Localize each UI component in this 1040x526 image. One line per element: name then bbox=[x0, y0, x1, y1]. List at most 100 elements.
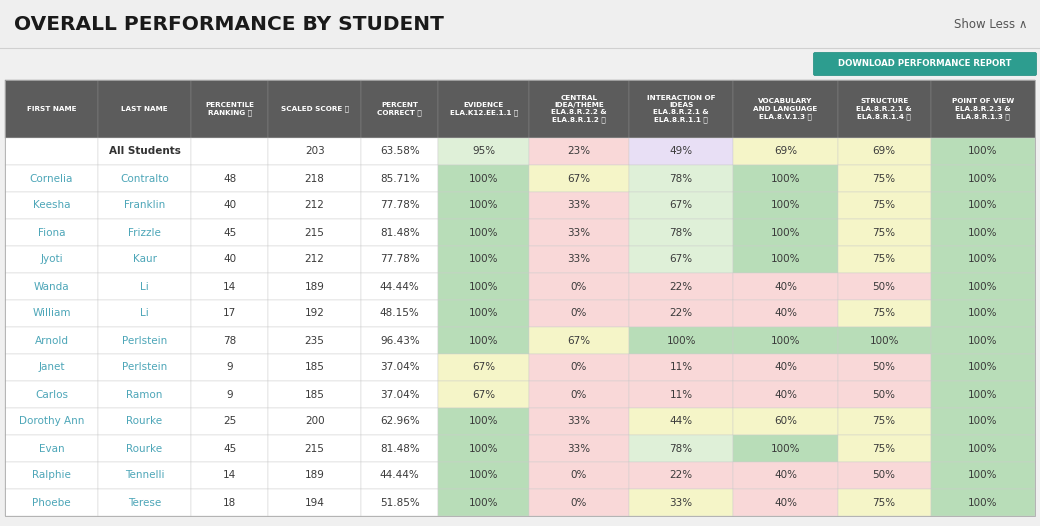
Bar bbox=[733, 435, 837, 462]
Text: 75%: 75% bbox=[873, 417, 895, 427]
Bar bbox=[931, 80, 1035, 138]
Bar bbox=[931, 462, 1035, 489]
Bar bbox=[438, 381, 529, 408]
Bar bbox=[191, 489, 268, 516]
Text: 40%: 40% bbox=[774, 309, 797, 319]
Bar bbox=[529, 462, 629, 489]
Bar bbox=[98, 273, 191, 300]
Text: 100%: 100% bbox=[968, 362, 997, 372]
Text: 100%: 100% bbox=[469, 336, 498, 346]
Bar bbox=[733, 138, 837, 165]
Text: 78%: 78% bbox=[670, 443, 693, 453]
Bar bbox=[268, 273, 361, 300]
Text: Phoebe: Phoebe bbox=[32, 498, 71, 508]
Bar bbox=[191, 354, 268, 381]
Bar bbox=[733, 408, 837, 435]
Text: 14: 14 bbox=[223, 470, 236, 480]
Bar bbox=[931, 219, 1035, 246]
Bar bbox=[629, 354, 733, 381]
Bar bbox=[268, 219, 361, 246]
Bar bbox=[361, 462, 438, 489]
Text: 77.78%: 77.78% bbox=[380, 200, 419, 210]
Bar bbox=[268, 138, 361, 165]
Bar bbox=[837, 489, 931, 516]
Bar bbox=[5, 273, 98, 300]
Bar bbox=[98, 165, 191, 192]
Bar bbox=[931, 246, 1035, 273]
Bar bbox=[361, 408, 438, 435]
Bar bbox=[629, 80, 733, 138]
Bar bbox=[629, 219, 733, 246]
Text: 218: 218 bbox=[305, 174, 324, 184]
Bar bbox=[529, 165, 629, 192]
Text: Kaur: Kaur bbox=[132, 255, 157, 265]
Bar bbox=[837, 408, 931, 435]
Text: 192: 192 bbox=[305, 309, 324, 319]
Text: 22%: 22% bbox=[670, 470, 693, 480]
Bar bbox=[837, 381, 931, 408]
Bar bbox=[733, 489, 837, 516]
Bar bbox=[5, 408, 98, 435]
Text: 75%: 75% bbox=[873, 255, 895, 265]
Text: Rourke: Rourke bbox=[127, 417, 162, 427]
Bar bbox=[733, 381, 837, 408]
Bar bbox=[438, 327, 529, 354]
Bar bbox=[837, 327, 931, 354]
Bar bbox=[5, 80, 98, 138]
Bar bbox=[529, 489, 629, 516]
Text: Rourke: Rourke bbox=[127, 443, 162, 453]
Text: 40%: 40% bbox=[774, 362, 797, 372]
Bar bbox=[438, 489, 529, 516]
Bar bbox=[629, 300, 733, 327]
Bar bbox=[268, 192, 361, 219]
Bar bbox=[191, 462, 268, 489]
Bar bbox=[733, 273, 837, 300]
Text: Frizzle: Frizzle bbox=[128, 228, 161, 238]
FancyBboxPatch shape bbox=[813, 53, 1037, 76]
Text: 215: 215 bbox=[305, 443, 324, 453]
Bar bbox=[98, 138, 191, 165]
Text: POINT OF VIEW
ELA.8.R.2.3 &
ELA.8.R.1.3 ⓘ: POINT OF VIEW ELA.8.R.2.3 & ELA.8.R.1.3 … bbox=[952, 98, 1014, 119]
Text: FIRST NAME: FIRST NAME bbox=[27, 106, 76, 112]
Text: 189: 189 bbox=[305, 470, 324, 480]
Bar bbox=[438, 273, 529, 300]
Bar bbox=[5, 489, 98, 516]
Text: Show Less ∧: Show Less ∧ bbox=[955, 17, 1028, 31]
Text: 40%: 40% bbox=[774, 281, 797, 291]
Text: VOCABULARY
AND LANGUAGE
ELA.8.V.1.3 ⓘ: VOCABULARY AND LANGUAGE ELA.8.V.1.3 ⓘ bbox=[753, 98, 817, 119]
Text: 37.04%: 37.04% bbox=[380, 362, 419, 372]
Bar bbox=[629, 246, 733, 273]
Text: 50%: 50% bbox=[873, 281, 895, 291]
Text: LAST NAME: LAST NAME bbox=[122, 106, 167, 112]
Text: 40%: 40% bbox=[774, 470, 797, 480]
Text: 33%: 33% bbox=[568, 255, 591, 265]
Bar bbox=[837, 435, 931, 462]
Bar bbox=[438, 165, 529, 192]
Bar bbox=[438, 246, 529, 273]
Text: 50%: 50% bbox=[873, 389, 895, 400]
Text: 67%: 67% bbox=[568, 174, 591, 184]
Bar bbox=[733, 165, 837, 192]
Text: 100%: 100% bbox=[469, 174, 498, 184]
Bar bbox=[438, 354, 529, 381]
Bar bbox=[733, 462, 837, 489]
Bar bbox=[268, 381, 361, 408]
Bar bbox=[931, 489, 1035, 516]
Text: 100%: 100% bbox=[968, 255, 997, 265]
Text: 95%: 95% bbox=[472, 147, 495, 157]
Bar bbox=[629, 408, 733, 435]
Text: 67%: 67% bbox=[472, 389, 495, 400]
Text: 33%: 33% bbox=[568, 200, 591, 210]
Text: 67%: 67% bbox=[670, 255, 693, 265]
Text: 62.96%: 62.96% bbox=[380, 417, 419, 427]
Bar bbox=[529, 327, 629, 354]
Bar bbox=[529, 435, 629, 462]
Text: 33%: 33% bbox=[568, 228, 591, 238]
Text: 69%: 69% bbox=[774, 147, 797, 157]
Text: 200: 200 bbox=[305, 417, 324, 427]
Text: 100%: 100% bbox=[968, 200, 997, 210]
Text: 69%: 69% bbox=[873, 147, 895, 157]
Text: 100%: 100% bbox=[968, 389, 997, 400]
Bar bbox=[98, 300, 191, 327]
Bar bbox=[931, 327, 1035, 354]
